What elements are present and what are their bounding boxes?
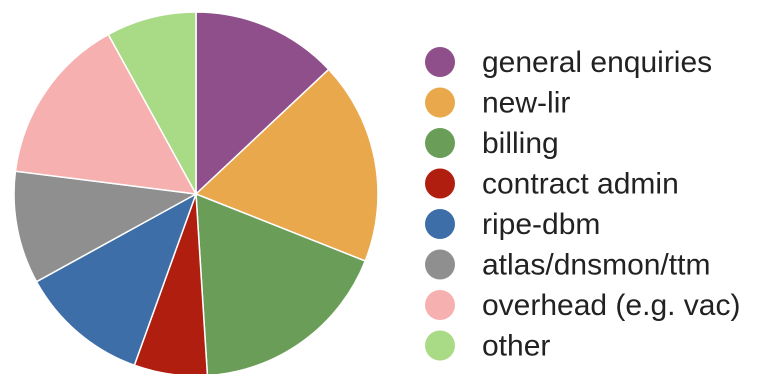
legend-label: ripe-dbm [482,208,600,241]
pie-slice-ripe-dbm [35,192,198,367]
legend-label: new-lir [482,87,570,120]
pie-slice-atlas-dnsmon-ttm [13,170,199,283]
legend-label: billing [482,127,559,160]
legend-marker [425,128,455,158]
legend-marker [425,330,455,361]
legend-item-billing: billing [425,127,559,160]
pie-slice-billing [195,192,367,374]
legend-item-new-lir: new-lir [425,87,570,120]
legend-item-ripe-dbm: ripe-dbm [425,208,600,241]
pie-slice-other [107,11,197,195]
legend-label: overhead (e.g. vac) [482,289,740,322]
legend-marker [425,209,455,239]
legend: general enquiries new-lir billing contract … [425,46,740,363]
legend-label: atlas/dnsmon/ttm [482,249,710,282]
legend-item-atlas-dnsmon-ttm: atlas/dnsmon/ttm [425,249,710,282]
legend-label: general enquiries [482,46,712,79]
legend-item-overhead-e-g-vac: overhead (e.g. vac) [425,289,740,322]
pie-slices [13,11,379,374]
legend-label: other [482,330,550,363]
pie-slice-new-lir [194,68,379,262]
pie-slice-general-enquiries [195,11,330,196]
legend-marker [425,290,455,320]
pie-slice-overhead-e-g-vac [14,33,198,195]
legend-label: contract admin [482,168,679,201]
legend-marker [425,47,455,77]
legend-marker [425,249,455,280]
legend-marker [425,87,455,118]
legend-item-other: other [425,330,550,363]
legend-item-contract-admin: contract admin [425,168,679,201]
legend-marker [425,168,455,199]
legend-item-general-enquiries: general enquiries [425,46,712,79]
